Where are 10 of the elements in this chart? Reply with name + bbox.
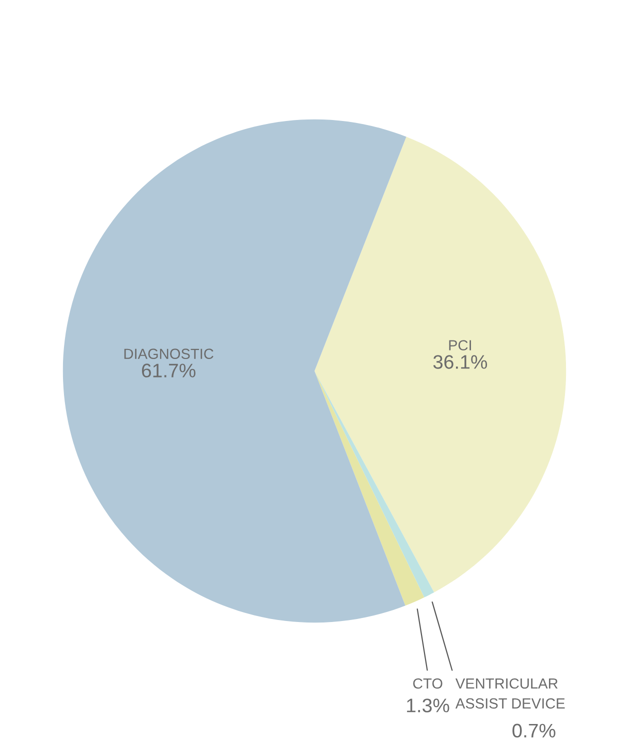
data-label: 36.1% [433,355,488,369]
slice-label: PCI [449,340,471,350]
slice-label: CTO [413,678,442,689]
data-label: 1.3% [407,698,450,712]
data-label: 61.7% [142,364,196,378]
slice-label: DIAGNOSTIC [124,348,214,360]
slice-label: VENTRICULAR ASSIST DEVICE [455,678,565,709]
data-label: 0.7% [512,724,556,738]
pie-slice [62,119,406,623]
pie-slice [314,136,566,592]
